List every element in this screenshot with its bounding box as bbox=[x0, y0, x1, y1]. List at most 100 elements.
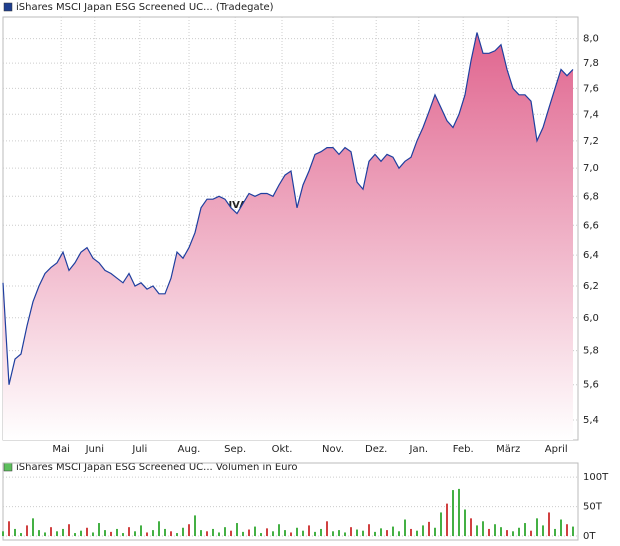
volume-bar bbox=[122, 533, 124, 536]
plot-frame bbox=[2, 462, 579, 541]
x-tick-label: Mai bbox=[52, 444, 70, 455]
volume-bar bbox=[404, 519, 406, 536]
volume-bar bbox=[2, 531, 4, 536]
volume-bar bbox=[14, 528, 16, 536]
price-area bbox=[3, 32, 573, 440]
volume-bar bbox=[488, 528, 490, 536]
volume-bar bbox=[566, 524, 568, 536]
volume-bar bbox=[296, 527, 298, 536]
volume-bar bbox=[68, 524, 70, 536]
volume-bar bbox=[32, 518, 34, 536]
volume-bar bbox=[440, 512, 442, 536]
volume-bar bbox=[302, 530, 304, 536]
y-tick-label: 7,4 bbox=[583, 109, 599, 120]
y-tick-label: 6,6 bbox=[583, 220, 599, 231]
volume-bar bbox=[254, 526, 256, 536]
price-line bbox=[2, 32, 574, 385]
legend-label: iShares MSCI Japan ESG Screened UC... (T… bbox=[16, 2, 274, 13]
volume-bar bbox=[332, 531, 334, 536]
volume-bar bbox=[74, 533, 76, 536]
x-tick-label: Dez. bbox=[365, 444, 387, 455]
x-tick-label: Juli bbox=[131, 444, 147, 455]
y-tick-label: 5,4 bbox=[583, 415, 599, 426]
volume-bar bbox=[278, 524, 280, 536]
volume-bar bbox=[44, 532, 46, 536]
volume-bar bbox=[104, 530, 106, 536]
y-tick-label: 100T bbox=[583, 472, 609, 483]
volume-bar bbox=[80, 530, 82, 536]
volume-bar bbox=[152, 530, 154, 536]
volume-bar bbox=[446, 503, 448, 536]
volume-bar bbox=[560, 519, 562, 536]
volume-bar bbox=[326, 521, 328, 536]
y-tick-label: 0T bbox=[583, 531, 596, 542]
legend-swatch bbox=[3, 2, 13, 12]
x-tick-label: März bbox=[496, 444, 520, 455]
volume-bar bbox=[350, 527, 352, 536]
volume-bar bbox=[434, 527, 436, 536]
volume-bar bbox=[572, 526, 574, 536]
volume-bar bbox=[158, 521, 160, 536]
volume-bar bbox=[410, 528, 412, 536]
volume-bar bbox=[542, 525, 544, 536]
volume-bar bbox=[20, 533, 22, 536]
volume-bar bbox=[170, 531, 172, 536]
volume-bar bbox=[290, 532, 292, 536]
volume-bar bbox=[110, 531, 112, 536]
volume-bar bbox=[272, 531, 274, 536]
volume-bar bbox=[188, 524, 190, 536]
volume-bar bbox=[206, 531, 208, 536]
volume-bar bbox=[26, 525, 28, 536]
legend-swatch bbox=[3, 462, 13, 472]
x-tick-label: Jan. bbox=[409, 444, 429, 455]
legend-label: iShares MSCI Japan ESG Screened UC... Vo… bbox=[16, 462, 298, 473]
volume-bar bbox=[134, 531, 136, 536]
volume-bar bbox=[224, 527, 226, 536]
y-tick-label: 6,8 bbox=[583, 191, 599, 202]
volume-bar bbox=[386, 530, 388, 536]
volume-bar bbox=[482, 521, 484, 536]
volume-bar bbox=[506, 530, 508, 536]
volume-bar bbox=[176, 533, 178, 536]
volume-bar bbox=[416, 530, 418, 536]
volume-bar bbox=[344, 532, 346, 536]
volume-bar bbox=[368, 524, 370, 536]
y-tick-label: 5,6 bbox=[583, 380, 599, 391]
x-tick-label: Juni bbox=[85, 444, 104, 455]
volume-bar bbox=[392, 526, 394, 536]
volume-bar bbox=[422, 525, 424, 536]
y-tick-label: 50T bbox=[583, 502, 603, 513]
volume-bar bbox=[356, 529, 358, 536]
volume-bar bbox=[284, 530, 286, 536]
volume-bar bbox=[554, 528, 556, 536]
volume-bar bbox=[194, 515, 196, 536]
volume-bar bbox=[548, 512, 550, 536]
volume-bar bbox=[140, 525, 142, 536]
volume-bar bbox=[380, 528, 382, 536]
volume-bar bbox=[50, 527, 52, 536]
volume-bar bbox=[464, 509, 466, 536]
volume-bar bbox=[536, 518, 538, 536]
volume-bar bbox=[374, 531, 376, 536]
volume-bar bbox=[398, 531, 400, 536]
volume-bar bbox=[518, 527, 520, 536]
x-tick-label: Feb. bbox=[453, 444, 474, 455]
x-tick-label: Nov. bbox=[322, 444, 344, 455]
volume-bar bbox=[236, 523, 238, 536]
y-tick-label: 6,2 bbox=[583, 281, 599, 292]
volume-bar bbox=[530, 530, 532, 536]
x-tick-label: Okt. bbox=[272, 444, 293, 455]
y-tick-label: 7,2 bbox=[583, 136, 599, 147]
volume-bar bbox=[266, 528, 268, 536]
volume-bar bbox=[38, 530, 40, 536]
volume-bar bbox=[242, 531, 244, 536]
volume-bar bbox=[320, 528, 322, 536]
volume-bar bbox=[56, 531, 58, 536]
volume-bar bbox=[428, 521, 430, 536]
y-tick-label: 5,8 bbox=[583, 346, 599, 357]
volume-bar bbox=[494, 524, 496, 536]
volume-bar bbox=[314, 531, 316, 536]
volume-bar bbox=[338, 530, 340, 536]
